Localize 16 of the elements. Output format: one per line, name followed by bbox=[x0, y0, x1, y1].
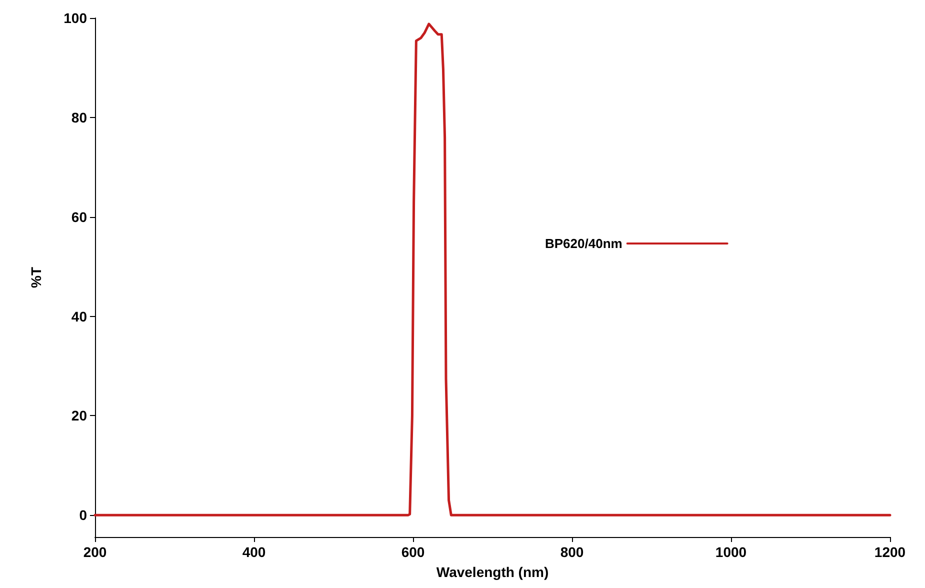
x-tick-label: 1000 bbox=[715, 544, 747, 560]
x-tick-label: 1200 bbox=[874, 544, 906, 560]
x-tick-label: 400 bbox=[242, 544, 266, 560]
y-tick-label: 20 bbox=[71, 408, 88, 424]
y-tick-label: 80 bbox=[71, 109, 88, 126]
y-tick-label: 60 bbox=[71, 208, 88, 225]
line-series bbox=[94, 22, 892, 516]
x-axis-title: Wavelength (nm) bbox=[436, 564, 549, 580]
y-axis-title: %T bbox=[28, 266, 44, 288]
y-tick-label: 40 bbox=[71, 308, 88, 324]
y-tick-label: 100 bbox=[64, 10, 88, 26]
y-tick-label: 0 bbox=[79, 507, 88, 524]
x-tick-label: 200 bbox=[83, 544, 107, 560]
x-tick-label: 600 bbox=[401, 544, 425, 560]
text: BP620/40nm bbox=[544, 236, 622, 251]
x-tick-label: 800 bbox=[560, 544, 584, 560]
